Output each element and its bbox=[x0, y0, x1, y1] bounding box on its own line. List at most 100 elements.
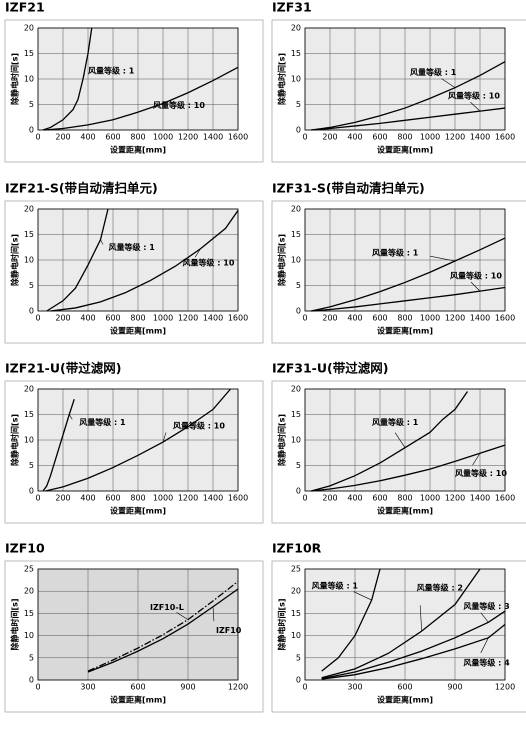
x-tick-label: 1200 bbox=[178, 314, 198, 323]
y-tick-label: 5 bbox=[29, 461, 34, 470]
leader-line bbox=[82, 74, 85, 80]
series-label: 风量等级 : 1 bbox=[372, 417, 419, 427]
chart-title: IZF10R bbox=[272, 541, 322, 556]
y-tick-label: 5 bbox=[29, 281, 34, 290]
x-tick-label: 1600 bbox=[495, 133, 515, 142]
leader-line bbox=[441, 78, 456, 88]
x-tick-label: 1400 bbox=[470, 494, 490, 503]
x-tick-label: 1200 bbox=[228, 683, 248, 692]
x-tick-label: 600 bbox=[372, 133, 387, 142]
x-tick-label: 1000 bbox=[153, 133, 173, 142]
leader-line bbox=[472, 453, 481, 466]
leader-line bbox=[159, 103, 164, 105]
x-tick-label: 1000 bbox=[153, 314, 173, 323]
x-tick-label: 600 bbox=[105, 133, 120, 142]
y-tick-label: 5 bbox=[29, 653, 34, 662]
x-tick-label: 400 bbox=[80, 133, 95, 142]
y-tick-label: 10 bbox=[291, 75, 301, 84]
x-tick-label: 0 bbox=[302, 314, 307, 323]
x-tick-label: 800 bbox=[397, 133, 412, 142]
x-tick-label: 1600 bbox=[228, 133, 248, 142]
plot-frame bbox=[37, 388, 239, 492]
y-tick-label: 0 bbox=[296, 487, 301, 496]
series-label: 风量等级 : 1 bbox=[410, 67, 457, 77]
y-tick-label: 10 bbox=[24, 256, 34, 265]
y-tick-label: 15 bbox=[291, 230, 301, 239]
series-label: 风量等级 : 10 bbox=[173, 421, 225, 431]
y-tick-label: 25 bbox=[24, 565, 34, 574]
x-axis-label: 设置距离[mm] bbox=[377, 145, 433, 155]
plot-frame bbox=[304, 27, 506, 131]
y-tick-label: 5 bbox=[296, 100, 301, 109]
y-tick-label: 10 bbox=[24, 631, 34, 640]
x-tick-label: 200 bbox=[322, 133, 337, 142]
x-tick-label: 1000 bbox=[420, 314, 440, 323]
x-tick-label: 0 bbox=[35, 314, 40, 323]
x-tick-label: 400 bbox=[80, 314, 95, 323]
x-tick-label: 1000 bbox=[420, 494, 440, 503]
y-tick-label: 0 bbox=[29, 676, 34, 685]
series-label: 风量等级 : 2 bbox=[417, 583, 463, 593]
chart-title: IZF21-U(带过滤网) bbox=[5, 361, 121, 376]
x-tick-label: 1000 bbox=[153, 494, 173, 503]
x-tick-label: 1400 bbox=[203, 133, 223, 142]
x-tick-label: 400 bbox=[347, 133, 362, 142]
chart-title: IZF21-S(带自动清扫单元) bbox=[5, 181, 158, 196]
y-tick-label: 20 bbox=[291, 205, 301, 214]
leader-line bbox=[394, 432, 406, 448]
y-tick-label: 20 bbox=[291, 385, 301, 394]
series-line bbox=[45, 388, 231, 492]
y-axis-label: 除静电时间[s] bbox=[277, 414, 287, 466]
leader-line bbox=[470, 281, 481, 292]
x-tick-label: 1600 bbox=[495, 494, 515, 503]
x-tick-label: 200 bbox=[55, 314, 70, 323]
x-tick-label: 800 bbox=[397, 314, 412, 323]
leader-line bbox=[194, 248, 201, 258]
x-axis-label: 设置距离[mm] bbox=[110, 506, 166, 516]
series-label: 风量等级 : 1 bbox=[109, 242, 156, 252]
x-tick-label: 200 bbox=[55, 494, 70, 503]
leader-line bbox=[470, 101, 481, 112]
y-tick-label: 20 bbox=[24, 24, 34, 33]
x-tick-label: 1200 bbox=[178, 494, 198, 503]
x-tick-label: 0 bbox=[302, 133, 307, 142]
chart-title: IZF31 bbox=[272, 0, 312, 15]
leader-line bbox=[162, 432, 167, 443]
plot-frame bbox=[37, 27, 239, 131]
series-line bbox=[311, 286, 506, 312]
series-label: 风量等级 : 1 bbox=[88, 66, 135, 76]
series-line bbox=[311, 444, 506, 492]
x-tick-label: 1400 bbox=[203, 494, 223, 503]
leader-line bbox=[68, 414, 73, 420]
y-tick-label: 5 bbox=[29, 100, 34, 109]
series-label: IZF10 bbox=[216, 626, 242, 635]
series-label: 风量等级 : 10 bbox=[183, 257, 235, 267]
y-tick-label: 15 bbox=[291, 609, 301, 618]
leader-line bbox=[480, 612, 489, 623]
y-tick-label: 20 bbox=[24, 205, 34, 214]
y-axis-label: 除静电时间[s] bbox=[277, 53, 287, 105]
series-line bbox=[87, 580, 239, 672]
series-line bbox=[311, 61, 506, 131]
leader-line bbox=[353, 591, 372, 601]
series-line bbox=[311, 107, 506, 131]
y-tick-label: 15 bbox=[291, 410, 301, 419]
chart-title: IZF21 bbox=[5, 0, 45, 15]
x-tick-label: 300 bbox=[347, 683, 362, 692]
y-tick-label: 10 bbox=[24, 436, 34, 445]
x-tick-label: 1200 bbox=[445, 494, 465, 503]
y-tick-label: 15 bbox=[291, 49, 301, 58]
x-tick-label: 1200 bbox=[495, 683, 515, 692]
series-line bbox=[44, 66, 239, 131]
leader-line bbox=[176, 612, 189, 620]
y-tick-label: 0 bbox=[296, 307, 301, 316]
x-axis-label: 设置距离[mm] bbox=[377, 326, 433, 336]
x-tick-label: 1600 bbox=[495, 314, 515, 323]
x-tick-label: 800 bbox=[130, 133, 145, 142]
y-tick-label: 5 bbox=[296, 461, 301, 470]
series-label: 风量等级 : 1 bbox=[312, 581, 359, 591]
y-axis-label: 除静电时间[s] bbox=[10, 53, 20, 105]
series-label: 风量等级 : 3 bbox=[463, 601, 509, 611]
series-label: 风量等级 : 10 bbox=[153, 100, 205, 110]
